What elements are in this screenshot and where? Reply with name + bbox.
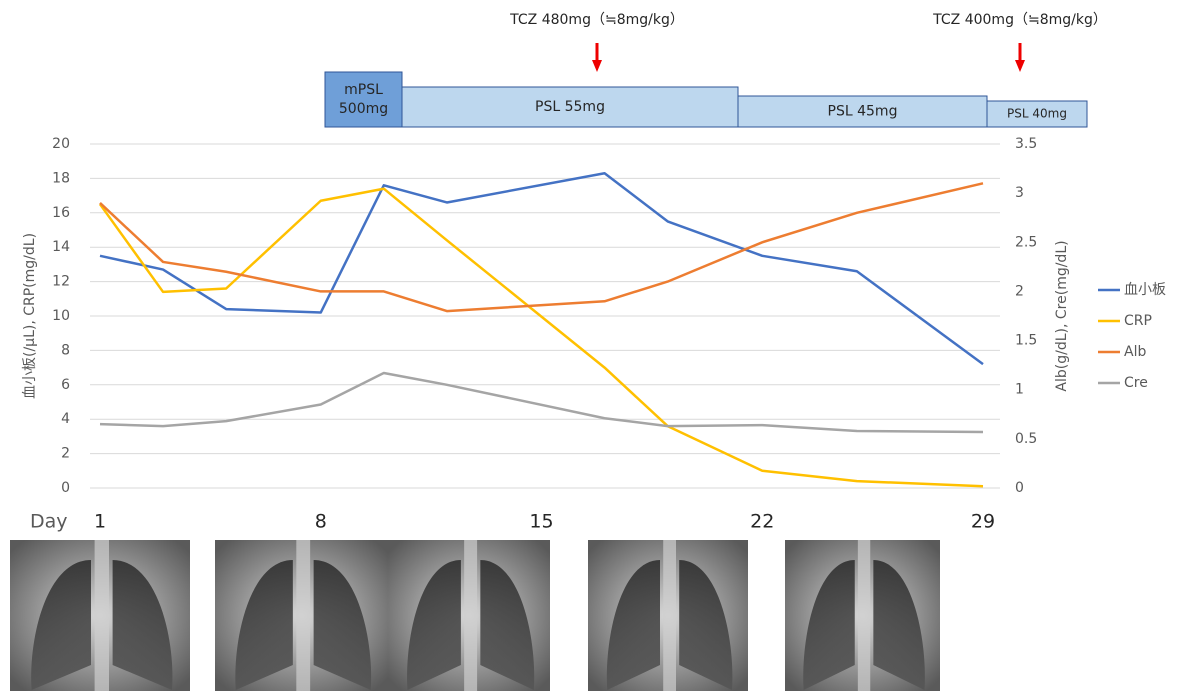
series-line	[100, 373, 983, 432]
y2-tick-label: 1.5	[1015, 333, 1037, 349]
x-tick-label: 8	[315, 511, 327, 533]
arrow-head	[592, 60, 602, 72]
treatment-label: PSL 45mg	[828, 104, 898, 120]
y2-tick-label: 3.5	[1015, 136, 1037, 152]
chart: Day 血小板(/μL), CRP(mg/dL) Alb(g/dL), Cre(…	[0, 0, 1190, 691]
xray-image	[785, 540, 940, 691]
y2-tick-label: 2	[1015, 283, 1024, 299]
y-tick-label: 16	[52, 205, 70, 221]
legend-label: 血小板	[1124, 282, 1166, 298]
y-tick-label: 18	[52, 170, 70, 186]
annotation: TCZ 400mg（≒8mg/kg）	[932, 12, 1107, 28]
xray-image	[215, 540, 388, 691]
xray-image	[588, 540, 748, 691]
y-tick-label: 10	[52, 308, 70, 324]
spine	[663, 540, 676, 691]
x-tick-label: 15	[529, 511, 553, 533]
y-tick-label: 0	[61, 480, 70, 496]
y-tick-label: 20	[52, 136, 70, 152]
x-title: Day	[30, 511, 68, 533]
treatment-bar	[325, 72, 402, 127]
annotation: TCZ 480mg（≒8mg/kg）	[509, 12, 684, 28]
series-line	[100, 173, 983, 364]
legend-label: CRP	[1124, 313, 1152, 329]
y2-tick-label: 0.5	[1015, 431, 1037, 447]
y2-tick-label: 2.5	[1015, 234, 1037, 250]
legend-label: Alb	[1124, 344, 1146, 360]
y-tick-label: 14	[52, 239, 70, 255]
x-tick-label: 22	[750, 511, 774, 533]
y-tick-label: 12	[52, 274, 70, 290]
x-tick-label: 1	[94, 511, 106, 533]
xray-image	[388, 540, 550, 691]
y2-tick-label: 3	[1015, 185, 1024, 201]
y-tick-label: 8	[61, 342, 70, 358]
treatment-label: PSL 40mg	[1007, 107, 1067, 121]
arrow-head	[1015, 60, 1025, 72]
y-tick-label: 6	[61, 377, 70, 393]
y-tick-label: 2	[61, 446, 70, 462]
spine	[95, 540, 109, 691]
treatment-label: PSL 55mg	[535, 99, 605, 115]
x-tick-label: 29	[971, 511, 995, 533]
y2-title: Alb(g/dL), Cre(mg/dL)	[1054, 240, 1070, 391]
treatment-label: 500mg	[339, 101, 388, 117]
series-line	[100, 189, 983, 487]
spine	[858, 540, 870, 691]
y2-tick-label: 1	[1015, 382, 1024, 398]
y-tick-label: 4	[61, 411, 70, 427]
legend-label: Cre	[1124, 375, 1148, 391]
spine	[464, 540, 477, 691]
spine	[296, 540, 310, 691]
y2-tick-label: 0	[1015, 480, 1024, 496]
treatment-label: mPSL	[344, 82, 383, 98]
xray-image	[10, 540, 190, 691]
y-title: 血小板(/μL), CRP(mg/dL)	[22, 233, 38, 399]
